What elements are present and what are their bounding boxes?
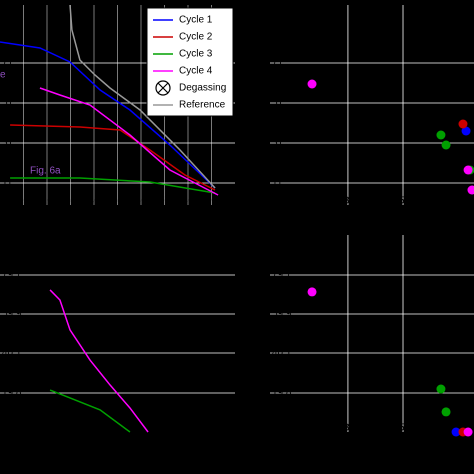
y-tick-label: 31 <box>272 138 284 149</box>
data-point <box>307 79 317 89</box>
data-point <box>441 140 451 150</box>
data-point <box>451 427 461 437</box>
legend-label: Cycle 4 <box>179 66 213 77</box>
annotation: Fig. 6a <box>30 166 61 177</box>
data-point <box>307 287 317 297</box>
data-line <box>49 389 131 433</box>
data-line <box>39 87 219 196</box>
panel: 11 31 51 71 38.2 65.2 <box>270 5 474 207</box>
data-line <box>49 289 149 433</box>
data-point <box>436 130 446 140</box>
y-tick-label: 40.1 <box>272 348 292 359</box>
overlays: Cycle 1 Cycle 2 Cycle 3 Cycle 4 Degassing Ref… <box>146 7 234 117</box>
y-tick-label: 19.8 <box>2 388 22 399</box>
x-tick-label: 50 <box>112 196 124 207</box>
data-point <box>441 407 451 417</box>
legend: Cycle 1 Cycle 2 Cycle 3 Cycle 4 Degassing Ref… <box>146 7 234 117</box>
x-tick-label: 70 <box>159 196 171 207</box>
y-tick-label: 51 <box>2 98 14 109</box>
data-point <box>458 119 468 129</box>
panel: 19.8 40.1 59.9 79.7 38.2 65.2 <box>270 235 474 437</box>
data-line <box>10 177 216 194</box>
y-tick-label: 59.9 <box>2 309 22 320</box>
y-tick-label: 79.7 <box>2 270 22 281</box>
data-line <box>69 4 216 189</box>
annotation: e <box>0 70 6 81</box>
legend-label: Reference <box>179 100 226 111</box>
x-tick-label: 65.2 <box>393 196 413 207</box>
y-tick-label: 71 <box>272 58 284 69</box>
panel: 19.8 40.1 59.9 79.7 <box>0 270 235 433</box>
x-tick-label: 40 <box>88 196 100 207</box>
y-tick-label: 71 <box>2 58 14 69</box>
y-tick-label: 11 <box>272 178 283 189</box>
x-tick-label: 65.2 <box>393 423 413 434</box>
y-tick-label: 59.9 <box>272 309 292 320</box>
x-tick-label: 10 <box>18 196 30 207</box>
data-point <box>463 165 473 175</box>
data-point <box>467 185 474 195</box>
y-tick-label: 79.7 <box>272 270 292 281</box>
data-point <box>436 384 446 394</box>
plots: 11 31 51 71 10 20 30 40 50 60 70 80 90 11 31 51 71 38.2 65… <box>0 4 474 437</box>
y-tick-label: 40.1 <box>2 348 22 359</box>
x-tick-label: 80 <box>182 196 194 207</box>
x-tick-label: 30 <box>65 196 77 207</box>
y-tick-label: 31 <box>2 138 14 149</box>
panel: 11 31 51 71 10 20 30 40 50 60 70 80 90 <box>0 4 235 207</box>
y-tick-label: 51 <box>272 98 284 109</box>
data-point <box>461 126 471 136</box>
x-tick-label: 38.2 <box>338 423 358 434</box>
x-tick-label: 60 <box>135 196 147 207</box>
legend-symbol <box>155 80 171 96</box>
x-tick-label: 90 <box>206 196 218 207</box>
legend-box <box>146 7 234 117</box>
data-line <box>0 41 216 189</box>
y-tick-label: 19.8 <box>272 388 292 399</box>
legend-label: Cycle 3 <box>179 49 213 60</box>
legend-symbol <box>157 82 169 94</box>
legend-label: Degassing <box>179 83 226 94</box>
legend-label: Cycle 2 <box>179 32 213 43</box>
data-point <box>463 427 473 437</box>
legend-label: Cycle 1 <box>179 15 213 26</box>
x-tick-label: 38.2 <box>338 196 358 207</box>
x-tick-label: 20 <box>41 196 53 207</box>
y-tick-label: 11 <box>2 178 13 189</box>
